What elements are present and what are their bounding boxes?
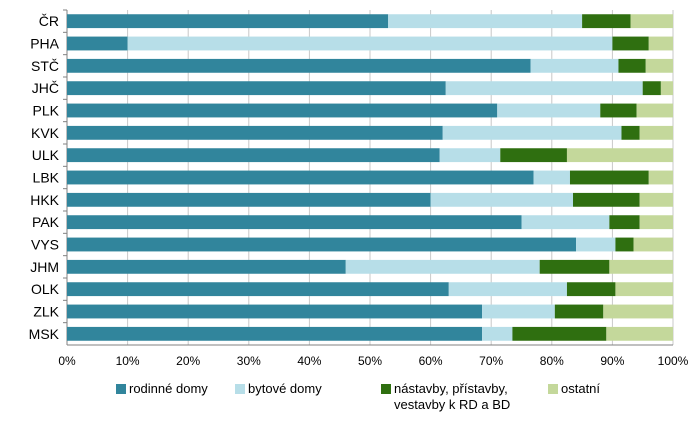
x-tick-label: 30%	[237, 354, 261, 368]
x-tick-label: 100%	[658, 354, 689, 368]
y-tick-label: ULK	[32, 147, 60, 163]
legend-swatch	[235, 384, 245, 394]
bar-segment	[606, 326, 673, 341]
x-tick-label: 50%	[358, 354, 382, 368]
bar-segment	[448, 282, 567, 297]
bar-segment	[660, 81, 673, 96]
x-tick-label: 90%	[600, 354, 624, 368]
bar-segment	[642, 81, 661, 96]
bar-segment	[648, 36, 673, 51]
bar-segment	[615, 282, 673, 297]
bar-segment	[521, 215, 610, 230]
bars	[67, 14, 673, 341]
y-tick-label: PHA	[30, 36, 59, 52]
y-tick-label: JHM	[30, 259, 59, 275]
y-tick-label: VYS	[31, 237, 59, 253]
bar-segment	[645, 58, 673, 73]
bar-segment	[67, 237, 577, 252]
bar-segment	[636, 103, 673, 118]
bar-segment	[67, 192, 431, 207]
legend-label: ostatní	[561, 381, 600, 396]
legend-swatch	[548, 384, 558, 394]
legend-label: rodinné domy	[129, 381, 208, 396]
x-tick-label: 20%	[176, 354, 200, 368]
bar-segment	[67, 125, 443, 140]
bar-segment	[67, 282, 449, 297]
bar-segment	[576, 237, 616, 252]
bar-segment	[639, 125, 673, 140]
bar-segment	[615, 237, 634, 252]
bar-segment	[539, 259, 610, 274]
bar-segment	[600, 103, 637, 118]
bar-segment	[603, 304, 673, 319]
bar-segment	[648, 170, 673, 185]
y-tick-label: ČR	[39, 13, 59, 29]
bar-segment	[573, 192, 640, 207]
bar-segment	[439, 148, 501, 163]
bar-segment	[482, 326, 513, 341]
x-tick-label: 0%	[58, 354, 76, 368]
y-tick-label: HKK	[30, 192, 59, 208]
bar-segment	[530, 58, 619, 73]
bar-segment	[388, 14, 583, 29]
y-tick-label: JHČ	[32, 80, 59, 96]
y-tick-label: MSK	[29, 326, 60, 342]
bar-segment	[430, 192, 574, 207]
y-tick-label: ZLK	[33, 304, 59, 320]
legend-swatch	[381, 384, 391, 394]
bar-segment	[67, 36, 128, 51]
bar-segment	[345, 259, 540, 274]
bar-segment	[566, 282, 616, 297]
bar-segment	[67, 58, 531, 73]
y-tick-label: LBK	[33, 170, 60, 186]
bar-segment	[612, 36, 649, 51]
legend-swatch	[116, 384, 126, 394]
legend-label: nástavby, přístavby, vestavby k RD a BD	[394, 381, 510, 412]
bar-segment	[512, 326, 607, 341]
x-tick-label: 80%	[540, 354, 564, 368]
legend: rodinné domy bytové domy nástavby, přístav…	[116, 381, 600, 412]
legend-label: bytové domy	[248, 381, 322, 396]
bar-segment	[67, 304, 483, 319]
bar-segment	[609, 259, 673, 274]
bar-segment	[633, 237, 673, 252]
y-tick-label: OLK	[31, 281, 60, 297]
bar-segment	[582, 14, 631, 29]
bar-segment	[445, 81, 643, 96]
x-tick-label: 70%	[479, 354, 503, 368]
bar-segment	[569, 170, 649, 185]
bar-segment	[67, 170, 534, 185]
bar-segment	[554, 304, 604, 319]
y-tick-label: PAK	[32, 214, 60, 230]
bar-segment	[618, 58, 646, 73]
y-tick-label: PLK	[33, 103, 60, 119]
bar-segment	[67, 81, 446, 96]
bar-segment	[639, 192, 673, 207]
bar-segment	[500, 148, 567, 163]
bar-segment	[639, 215, 673, 230]
x-tick-label: 60%	[419, 354, 443, 368]
bar-segment	[609, 215, 640, 230]
bar-segment	[497, 103, 601, 118]
bar-segment	[67, 259, 346, 274]
bar-segment	[67, 326, 483, 341]
x-tick-label: 40%	[297, 354, 321, 368]
bar-segment	[442, 125, 622, 140]
bar-segment	[630, 14, 673, 29]
y-tick-label: KVK	[31, 125, 60, 141]
y-tick-label: STČ	[31, 58, 59, 74]
x-tick-label: 10%	[116, 354, 140, 368]
bar-segment	[67, 215, 522, 230]
bar-segment	[566, 148, 673, 163]
bar-segment	[482, 304, 555, 319]
bar-segment	[67, 148, 440, 163]
bar-segment	[127, 36, 613, 51]
bar-segment	[67, 103, 498, 118]
bar-segment	[621, 125, 640, 140]
bar-segment	[533, 170, 570, 185]
bar-segment	[67, 14, 389, 29]
